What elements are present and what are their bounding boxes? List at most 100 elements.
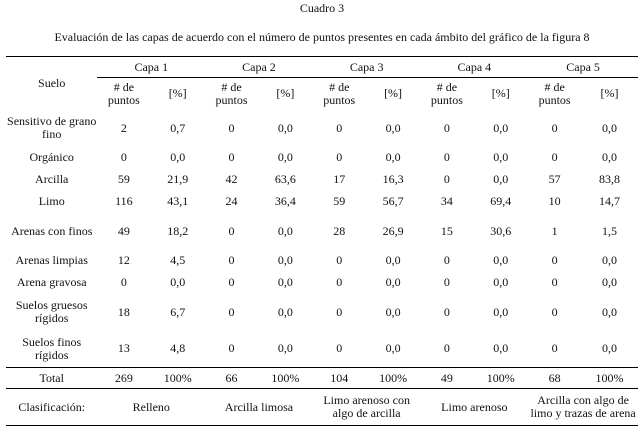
percent-cell: 0,0 [602, 150, 617, 164]
percent-cell: 0,0 [493, 150, 509, 164]
count-cell: 0 [336, 275, 343, 289]
percent-cell: 83,8 [599, 172, 620, 186]
total-cell: 269 [97, 367, 151, 389]
percent-cell: 4,5 [170, 253, 186, 267]
percent-cell: 0,0 [385, 120, 401, 135]
table-number: Cuadro 3 [299, 1, 345, 15]
count-cell: 0 [551, 120, 558, 135]
percent-cell: 0,0 [277, 253, 293, 267]
percent-cell: 4,8 [170, 341, 186, 356]
percent-cell: 0,0 [493, 253, 509, 267]
clasificacion-value: Limo arenoso con algo de arcilla [312, 388, 421, 426]
percent-cell: 0,0 [277, 223, 293, 238]
percent-cell: 69,4 [490, 194, 512, 208]
suelo-label: Arcilla [35, 172, 69, 186]
percent-cell: 6,7 [170, 304, 186, 319]
clasificacion-row: Clasificación: Relleno Arcilla limosa Li… [6, 388, 638, 426]
percent-cell: 0,0 [385, 341, 401, 356]
percent-subheader: [%] [491, 86, 510, 101]
total-cell: 68 [528, 367, 582, 389]
count-cell: 13 [117, 341, 130, 356]
count-cell: 18 [117, 304, 130, 319]
count-cell: 10 [548, 194, 561, 208]
percent-cell: 0,0 [602, 120, 617, 135]
percent-cell: 1,5 [602, 223, 617, 238]
percent-cell: 0,0 [385, 150, 401, 164]
percent-cell: 56,7 [382, 194, 404, 208]
percent-cell: 0,0 [602, 253, 617, 267]
count-cell: 0 [443, 150, 450, 164]
count-cell: 0 [551, 275, 558, 289]
count-cell: 59 [333, 194, 346, 208]
percent-cell: 0,0 [277, 341, 293, 356]
count-cell: 0 [336, 150, 343, 164]
count-subheader: # de puntos [323, 79, 356, 107]
percent-cell: 0,0 [602, 275, 617, 289]
count-cell: 0 [551, 150, 558, 164]
count-cell: 28 [333, 223, 346, 238]
percent-cell: 0,0 [602, 341, 617, 356]
count-cell: 0 [228, 223, 235, 238]
count-cell: 0 [551, 304, 558, 319]
count-cell: 0 [443, 304, 450, 319]
count-cell: 15 [440, 223, 453, 238]
capa-header: Capa 4 [420, 56, 529, 78]
percent-cell: 0,0 [493, 341, 509, 356]
table-row: Suelos gruesos rígidos 18 6,7 0 0,0 0 0,0 0 0,0 0… [6, 294, 638, 331]
clasificacion-value: Relleno [97, 388, 206, 426]
percent-cell: 0,0 [170, 275, 186, 289]
count-cell: 0 [228, 275, 235, 289]
percent-subheader: [%] [600, 86, 619, 101]
count-cell: 0 [443, 120, 450, 135]
total-cell: 100% [581, 367, 638, 389]
count-cell: 0 [228, 341, 235, 356]
percent-cell: 63,6 [274, 172, 296, 186]
percent-cell: 36,4 [274, 194, 296, 208]
percent-cell: 21,9 [167, 172, 189, 186]
percent-cell: 0,0 [277, 275, 293, 289]
count-cell: 0 [120, 150, 127, 164]
table-row: Arena gravosa 0 0,0 0 0,0 0 0,0 0 0,0 0 0,0 [6, 272, 638, 294]
capa-header: Capa 5 [528, 56, 638, 78]
count-cell: 0 [120, 275, 127, 289]
count-cell: 42 [225, 172, 238, 186]
count-cell: 0 [228, 120, 235, 135]
suelo-header: Suelo [6, 56, 98, 110]
suelo-label: Arenas con finos [11, 223, 93, 238]
percent-cell: 0,0 [385, 304, 401, 319]
table-row: Sensitivo de grano fino 2 0,7 0 0,0 0 0,0 0 0,0 0… [6, 110, 638, 147]
count-cell: 0 [228, 304, 235, 319]
clasificacion-value: Limo arenoso [420, 388, 529, 426]
count-cell: 59 [117, 172, 130, 186]
percent-subheader: [%] [276, 86, 295, 101]
total-cell: 100% [150, 367, 206, 389]
count-cell: 0 [443, 275, 450, 289]
count-cell: 1 [551, 223, 558, 238]
percent-cell: 26,9 [382, 223, 404, 238]
count-cell: 0 [228, 150, 235, 164]
table-title: Evaluación de las capas de acuerdo con e… [54, 30, 590, 44]
percent-cell: 0,0 [493, 304, 509, 319]
count-cell: 24 [225, 194, 238, 208]
suelo-label: Suelos gruesos rígidos [15, 298, 88, 325]
total-cell: 66 [205, 367, 258, 389]
count-cell: 0 [336, 304, 343, 319]
percent-subheader: [%] [168, 86, 187, 101]
percent-cell: 18,2 [167, 223, 189, 238]
count-cell: 0 [443, 341, 450, 356]
capa-header: Capa 3 [312, 56, 421, 78]
suelo-label: Limo [38, 194, 65, 208]
count-subheader: # de puntos [538, 79, 571, 107]
percent-cell: 0,0 [277, 120, 293, 135]
clasificacion-value: Arcilla limosa [205, 388, 313, 426]
percent-cell: 30,6 [490, 223, 512, 238]
count-subheader: # de puntos [430, 79, 463, 107]
suelo-label: Orgánico [29, 150, 74, 164]
table-row: Arenas limpias 12 4,5 0 0,0 0 0,0 0 0,0 0 0,0 [6, 250, 638, 272]
percent-cell: 0,0 [493, 120, 509, 135]
soil-layer-table: Suelo Capa 1 Capa 2 Capa 3 Capa 4 Capa 5… [6, 56, 638, 426]
clasificacion-label: Clasificación: [6, 388, 98, 426]
count-cell: 0 [336, 120, 343, 135]
table-row: Arenas con finos 49 18,2 0 0,0 28 26,9 15 30,6 1 1… [6, 213, 638, 250]
count-cell: 0 [228, 253, 235, 267]
